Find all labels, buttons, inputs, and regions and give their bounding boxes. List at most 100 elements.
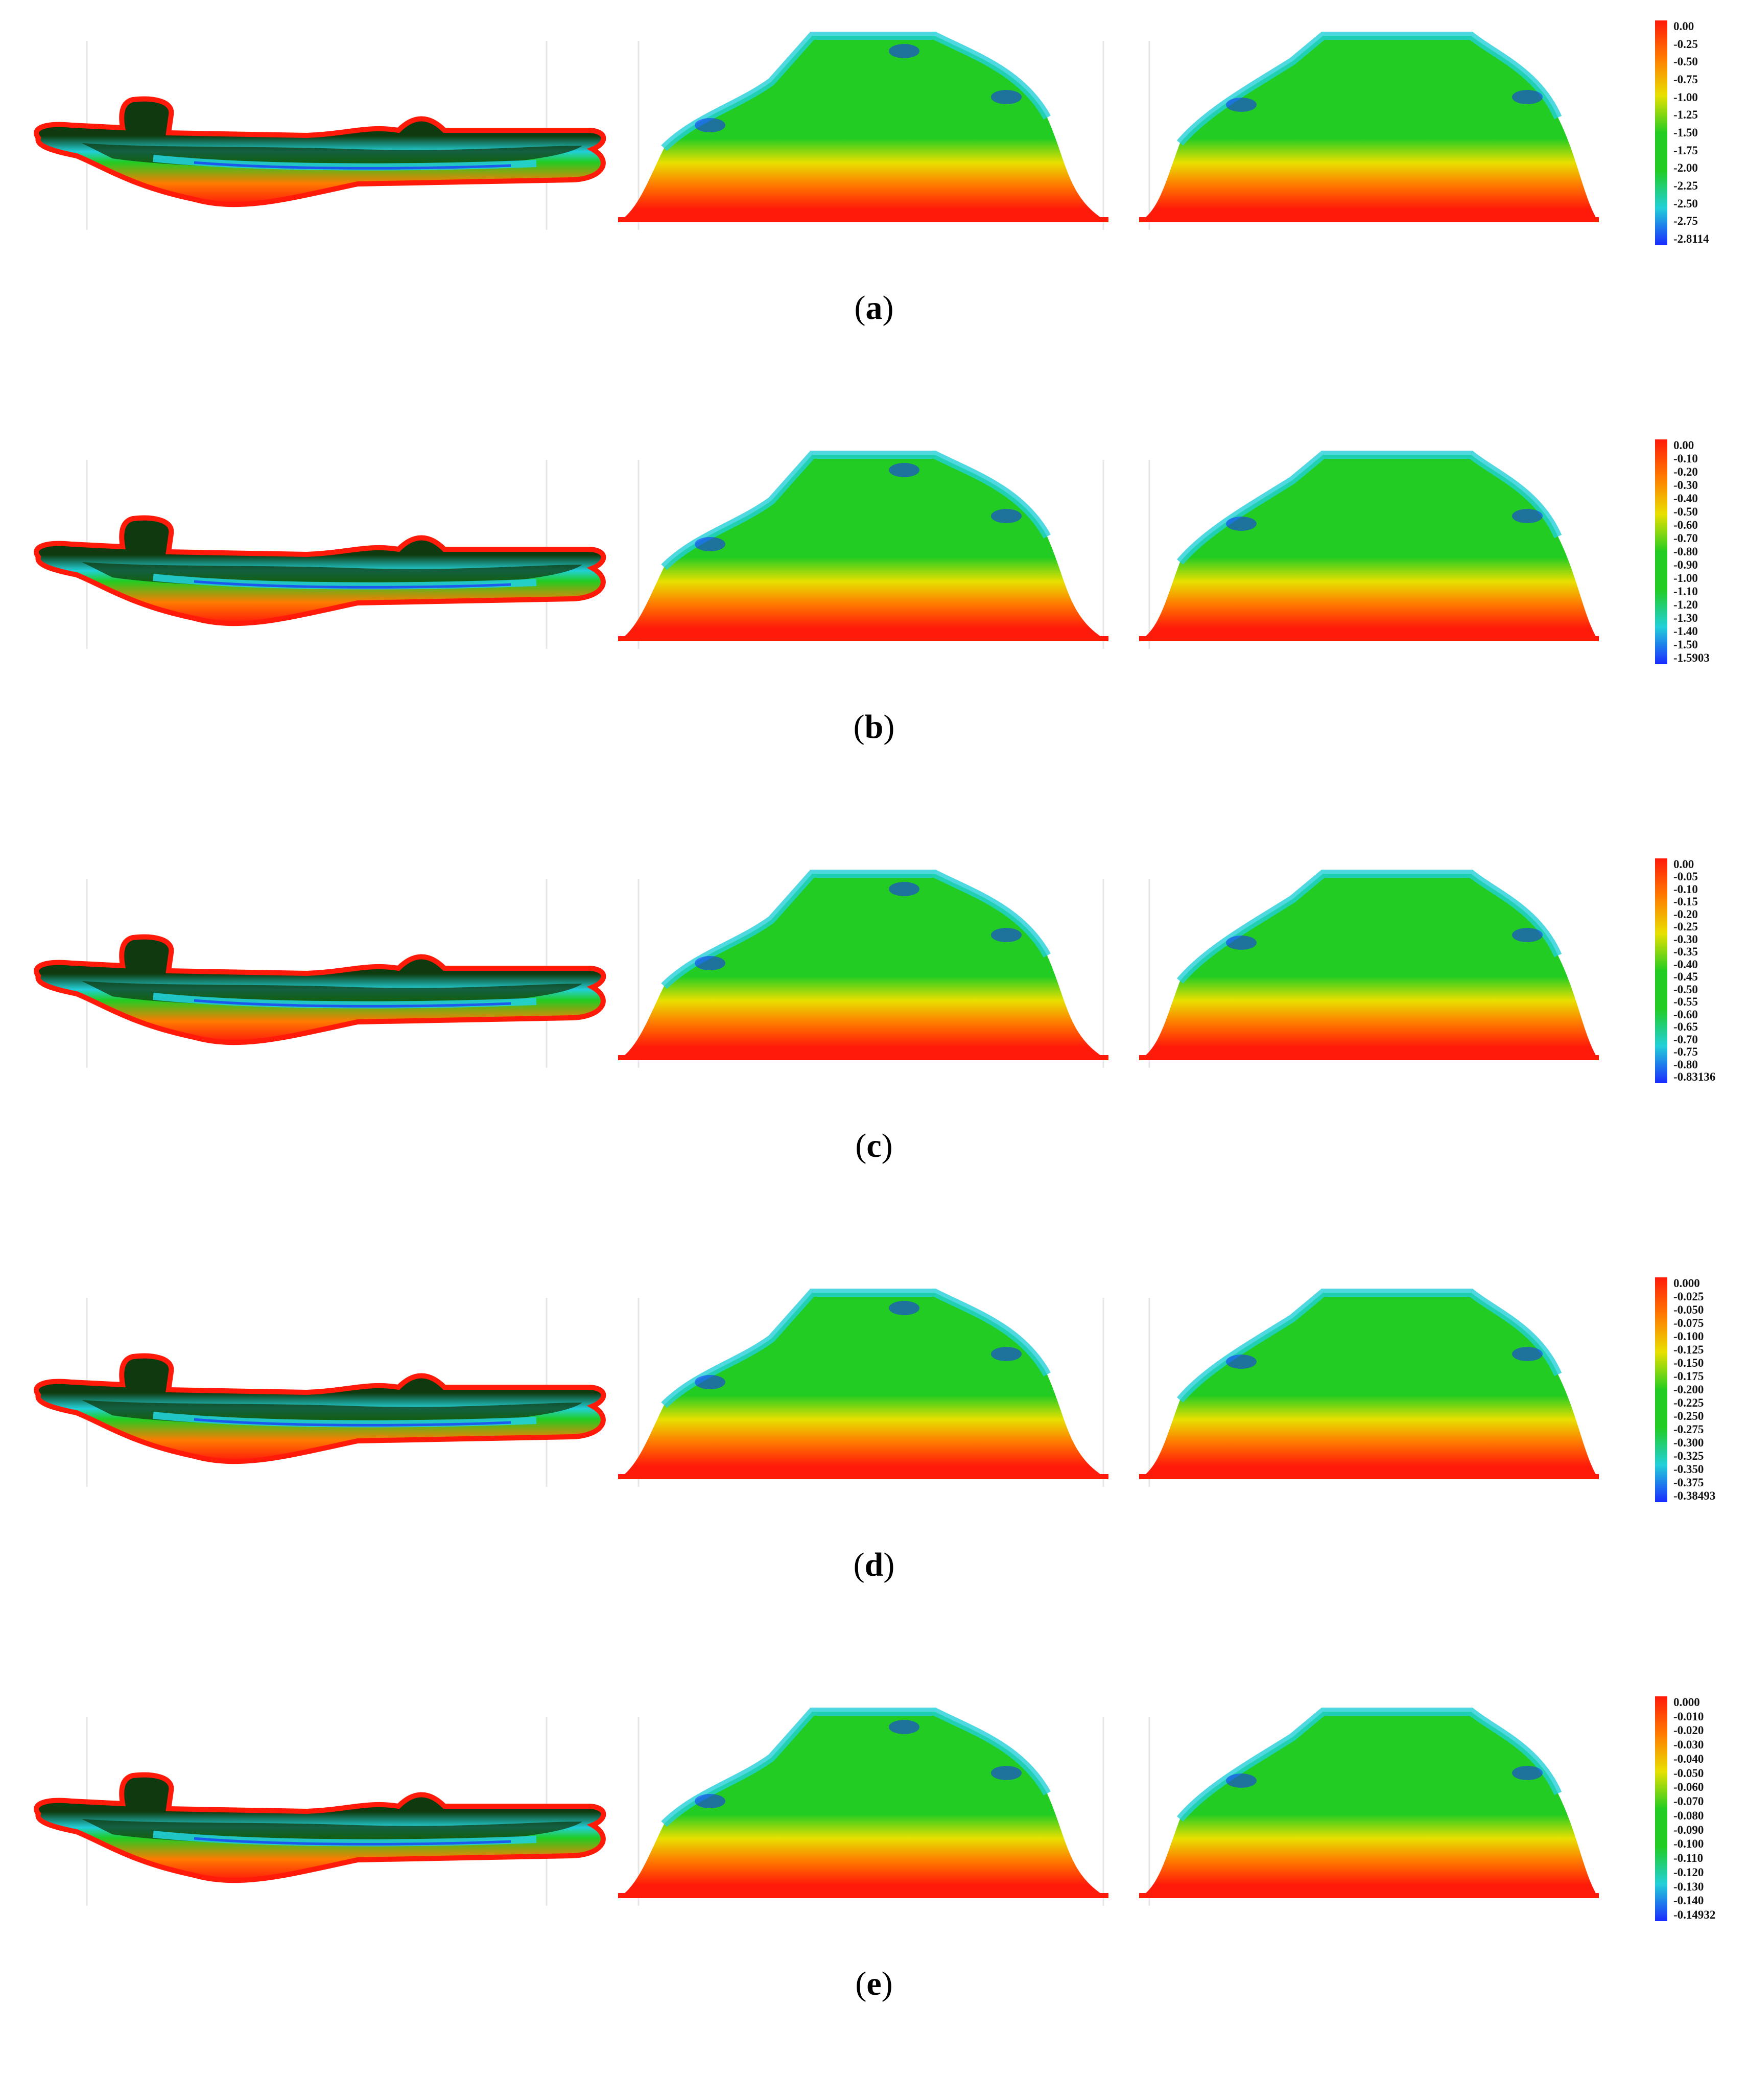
side-view bbox=[34, 96, 606, 207]
panel-label: c bbox=[866, 1127, 882, 1164]
legend-tick-label: -1.50 bbox=[1673, 126, 1698, 139]
legend-tick-label: -0.050 bbox=[1673, 1767, 1704, 1780]
legend-tick-label: -2.00 bbox=[1673, 161, 1698, 174]
panel-caption: (e) bbox=[855, 1965, 893, 2002]
legend-tick-label: -1.25 bbox=[1673, 108, 1698, 121]
legend-tick-label: -0.010 bbox=[1673, 1710, 1704, 1723]
legend-color-bar bbox=[1655, 858, 1667, 1083]
legend-tick-label: -2.50 bbox=[1673, 197, 1698, 210]
color-legend: 0.00 -0.25 -0.50 -0.75 -1.00 -1.25 -1.50 -1.75 -… bbox=[1655, 20, 1747, 245]
legend-tick-label: -0.200 bbox=[1673, 1383, 1704, 1396]
panel-caption: (d) bbox=[853, 1546, 895, 1583]
legend-tick-label: -0.090 bbox=[1673, 1824, 1704, 1836]
legend-tick-label: -0.14932 bbox=[1673, 1908, 1716, 1921]
legend-color-bar bbox=[1655, 439, 1667, 664]
legend-tick-label: -0.20 bbox=[1673, 908, 1698, 921]
panel-label: d bbox=[864, 1546, 884, 1583]
legend-color-bar bbox=[1655, 1277, 1667, 1502]
mound-view-front bbox=[618, 451, 1108, 641]
legend-tick-label: -0.275 bbox=[1673, 1423, 1704, 1436]
legend-tick-label: -0.250 bbox=[1673, 1410, 1704, 1422]
legend-tick-label: -1.00 bbox=[1673, 572, 1698, 585]
legend-tick-label: -0.75 bbox=[1673, 73, 1698, 86]
legend-tick-label: -0.130 bbox=[1673, 1880, 1704, 1893]
legend-tick-label: -0.25 bbox=[1673, 920, 1698, 933]
legend-tick-label: -0.030 bbox=[1673, 1738, 1704, 1751]
legend-tick-label: -0.15 bbox=[1673, 895, 1698, 908]
contour-views bbox=[34, 1708, 1599, 1906]
legend-tick-label: 0.000 bbox=[1673, 1277, 1700, 1290]
legend-tick-label: -0.55 bbox=[1673, 995, 1698, 1008]
legend-tick-label: -1.30 bbox=[1673, 612, 1698, 624]
panel-label: a bbox=[865, 289, 883, 326]
mound-view-back bbox=[1139, 451, 1599, 641]
legend-tick-label: -0.80 bbox=[1673, 1058, 1698, 1071]
legend-tick-label: -0.375 bbox=[1673, 1476, 1704, 1489]
legend-tick-label: -0.90 bbox=[1673, 558, 1698, 571]
legend-tick-label: -0.060 bbox=[1673, 1781, 1704, 1793]
legend-tick-label: -1.5903 bbox=[1673, 651, 1710, 664]
legend-tick-label: -0.175 bbox=[1673, 1370, 1704, 1383]
legend-tick-label: -0.140 bbox=[1673, 1894, 1704, 1907]
legend-tick-label: -0.50 bbox=[1673, 55, 1698, 68]
legend-tick-label: -1.75 bbox=[1673, 144, 1698, 157]
legend-tick-label: -0.50 bbox=[1673, 983, 1698, 996]
legend-tick-label: -0.100 bbox=[1673, 1330, 1704, 1343]
legend-tick-label: -2.25 bbox=[1673, 179, 1698, 192]
legend-tick-label: -0.45 bbox=[1673, 970, 1698, 983]
legend-tick-label: -0.25 bbox=[1673, 38, 1698, 51]
legend-tick-label: -0.38493 bbox=[1673, 1489, 1716, 1502]
legend-tick-label: -1.40 bbox=[1673, 625, 1698, 638]
legend-tick-label: -0.20 bbox=[1673, 465, 1698, 478]
legend-tick-label: -0.60 bbox=[1673, 519, 1698, 531]
color-legend: 0.00 -0.10 -0.20 -0.30 -0.40 -0.50 -0.60 -0.70-… bbox=[1655, 439, 1747, 664]
contour-views bbox=[34, 451, 1599, 649]
legend-tick-label: 0.00 bbox=[1673, 858, 1694, 871]
legend-tick-label: -0.350 bbox=[1673, 1463, 1704, 1476]
legend-tick-label: -1.00 bbox=[1673, 91, 1698, 104]
legend-tick-label: -0.30 bbox=[1673, 933, 1698, 946]
legend-tick-label: -0.150 bbox=[1673, 1357, 1704, 1369]
color-legend: 0.000 -0.025 -0.050 -0.075 -0.100 -0.125 -0.15… bbox=[1655, 1277, 1747, 1502]
legend-tick-label: -0.80 bbox=[1673, 545, 1698, 558]
panel-e: 0.000 -0.010 -0.020 -0.030 -0.040 -0.050 -0.06… bbox=[0, 1691, 1748, 2100]
panel-caption: (a) bbox=[854, 289, 894, 326]
legend-tick-label: -0.120 bbox=[1673, 1866, 1704, 1879]
panel-label: b bbox=[864, 708, 884, 745]
legend-tick-label: -0.10 bbox=[1673, 452, 1698, 465]
legend-tick-label: -2.75 bbox=[1673, 215, 1698, 227]
legend-tick-label: -0.070 bbox=[1673, 1795, 1704, 1808]
legend-tick-label: -0.080 bbox=[1673, 1809, 1704, 1822]
legend-tick-label: -0.110 bbox=[1673, 1852, 1704, 1864]
mound-view-back bbox=[1139, 32, 1599, 222]
contour-views bbox=[34, 1289, 1599, 1487]
contour-views bbox=[34, 870, 1599, 1068]
legend-tick-label: -0.020 bbox=[1673, 1724, 1704, 1737]
legend-tick-label: -2.8114 bbox=[1673, 232, 1709, 245]
legend-tick-label: -0.65 bbox=[1673, 1020, 1698, 1033]
legend-tick-label: -0.60 bbox=[1673, 1008, 1698, 1021]
legend-color-bar bbox=[1655, 1696, 1667, 1921]
legend-tick-label: -0.40 bbox=[1673, 492, 1698, 505]
legend-tick-label: -0.050 bbox=[1673, 1303, 1704, 1316]
mound-view-back bbox=[1139, 1708, 1599, 1898]
legend-tick-label: 0.00 bbox=[1673, 20, 1694, 33]
side-view bbox=[34, 934, 606, 1045]
legend-tick-label: -0.30 bbox=[1673, 479, 1698, 492]
panel-d: 0.000 -0.025 -0.050 -0.075 -0.100 -0.125 -0.15… bbox=[0, 1272, 1748, 1681]
legend-tick-label: -0.300 bbox=[1673, 1436, 1704, 1449]
legend-tick-label: -0.040 bbox=[1673, 1753, 1704, 1765]
mound-view-front bbox=[618, 32, 1108, 222]
legend-tick-label: -0.70 bbox=[1673, 1033, 1698, 1046]
color-legend: 0.000 -0.010 -0.020 -0.030 -0.040 -0.050 -0.06… bbox=[1655, 1696, 1747, 1921]
legend-tick-label: -0.75 bbox=[1673, 1045, 1698, 1058]
legend-color-bar bbox=[1655, 20, 1667, 245]
legend-tick-label: -1.10 bbox=[1673, 585, 1698, 598]
side-view bbox=[34, 515, 606, 626]
mound-view-back bbox=[1139, 1289, 1599, 1479]
legend-tick-label: -0.325 bbox=[1673, 1450, 1704, 1462]
legend-tick-label: -0.50 bbox=[1673, 505, 1698, 518]
mound-view-front bbox=[618, 1289, 1108, 1479]
legend-tick-label: -0.10 bbox=[1673, 883, 1698, 896]
legend-tick-label: -0.35 bbox=[1673, 945, 1698, 958]
